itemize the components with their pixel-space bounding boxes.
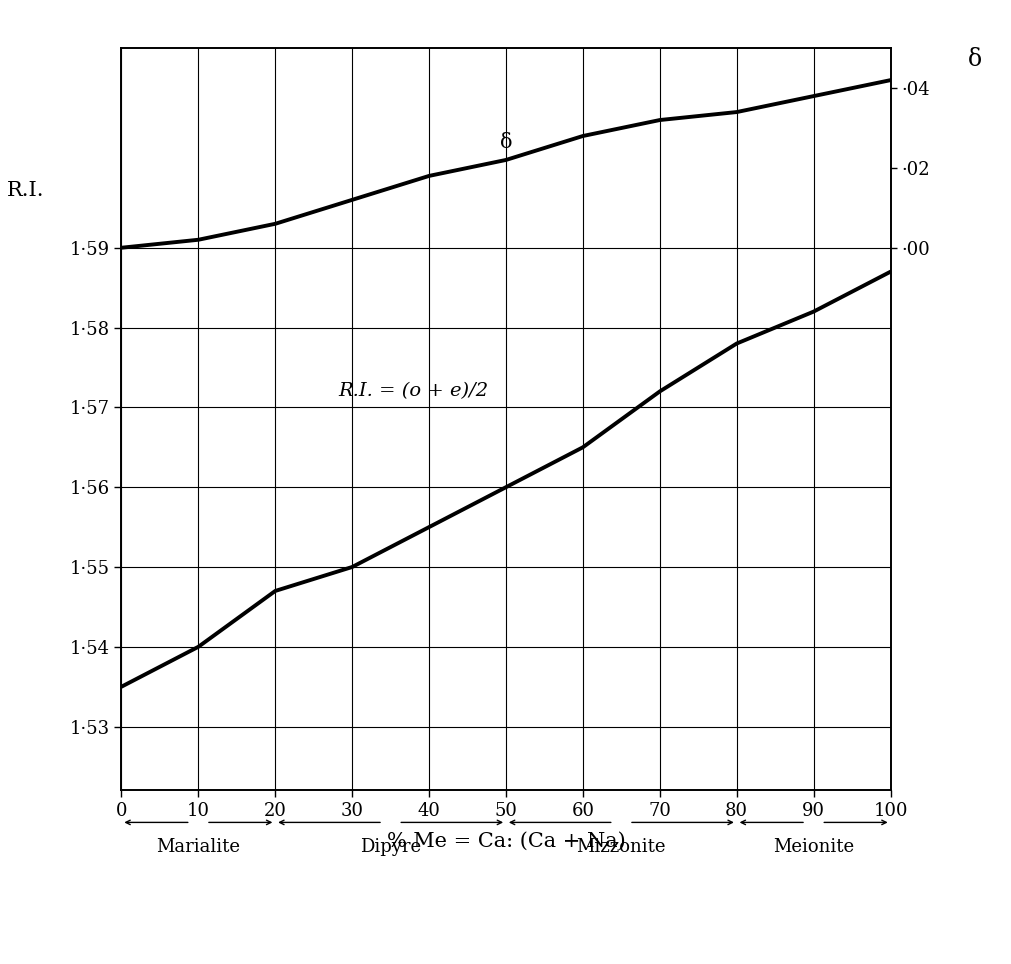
- Text: Meionite: Meionite: [772, 839, 853, 856]
- Text: Dipyre: Dipyre: [360, 839, 421, 856]
- Text: δ: δ: [967, 48, 981, 71]
- Text: R.I. = (o + e)/2: R.I. = (o + e)/2: [339, 383, 488, 400]
- Text: R.I.: R.I.: [7, 181, 44, 200]
- Text: Marialite: Marialite: [156, 839, 241, 856]
- X-axis label: % Me = Ca: (Ca + Na): % Me = Ca: (Ca + Na): [386, 831, 625, 850]
- Text: Mizzonite: Mizzonite: [576, 839, 665, 856]
- Text: δ: δ: [499, 133, 512, 152]
